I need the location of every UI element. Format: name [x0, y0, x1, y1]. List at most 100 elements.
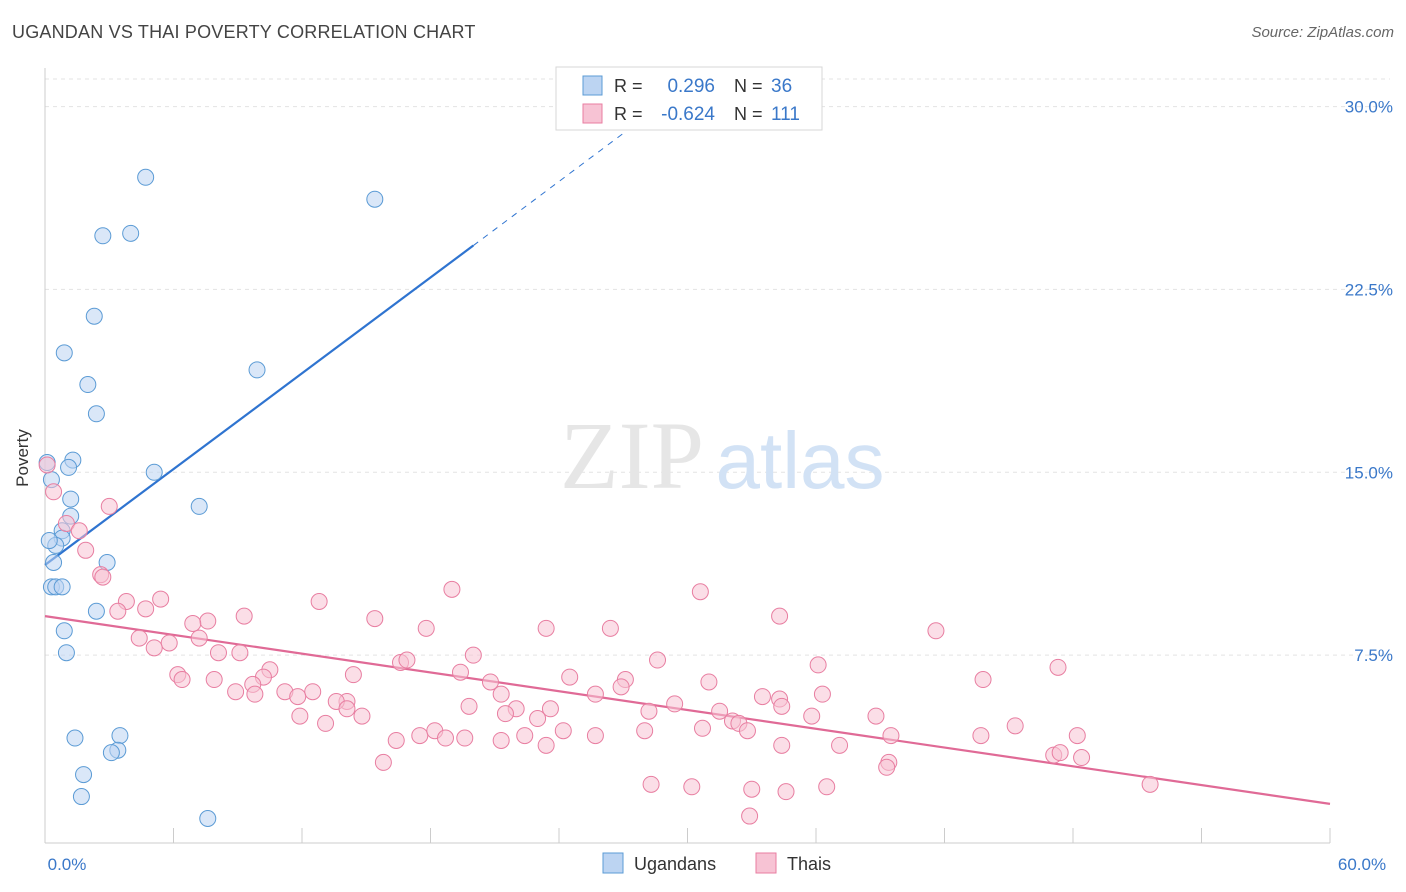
legend-bottom-label-0: Ugandans	[634, 854, 716, 874]
y-tick-label-1: 15.0%	[1345, 463, 1393, 482]
thai-point-70	[353, 707, 371, 725]
thai-point-68	[773, 697, 791, 715]
ugandan-point-29	[66, 729, 84, 747]
thai-point-109	[1141, 775, 1159, 793]
ugandan-point-34	[72, 788, 90, 806]
legend-n-value: 111	[771, 104, 800, 125]
ugandan-point-3	[122, 224, 140, 242]
ugandan-point-25	[53, 578, 71, 596]
thai-point-41	[173, 671, 191, 689]
thai-point-66	[711, 702, 729, 720]
thai-point-12	[310, 593, 328, 611]
thai-point-80	[387, 731, 405, 749]
legend-bottom-swatch-pink	[755, 852, 777, 874]
thai-point-33	[649, 651, 667, 669]
y-axis-label: Poverty	[13, 429, 32, 487]
thai-point-15	[235, 607, 253, 625]
thai-point-97	[831, 736, 849, 754]
ugandan-point-8	[87, 405, 105, 423]
legend-r-label: R =	[614, 76, 643, 96]
thai-point-53	[289, 688, 307, 706]
thai-point-71	[496, 705, 514, 723]
thai-point-7	[94, 568, 112, 586]
thai-point-4	[70, 522, 88, 540]
thai-point-106	[743, 780, 761, 798]
thai-point-57	[612, 678, 630, 696]
thai-point-44	[481, 673, 499, 691]
thai-point-89	[693, 719, 711, 737]
thai-point-34	[809, 656, 827, 674]
thai-point-96	[773, 736, 791, 754]
thai-point-103	[878, 758, 896, 776]
thai-point-23	[927, 622, 945, 640]
thai-point-73	[640, 702, 658, 720]
trend-lines	[44, 132, 1331, 805]
y-tick-label-2: 22.5%	[1345, 280, 1393, 299]
legend-r-value: 0.296	[667, 76, 715, 97]
legend-bottom: Ugandans Thais	[602, 852, 831, 874]
thai-point-105	[683, 778, 701, 796]
thai-point-93	[972, 727, 990, 745]
source-label: Source: ZipAtlas.com	[1251, 24, 1394, 41]
thai-point-99	[1051, 744, 1069, 762]
legend-r-label: R =	[614, 104, 643, 124]
thai-point-3	[57, 514, 75, 532]
thai-point-55	[492, 685, 510, 703]
thai-point-100	[1073, 749, 1091, 767]
thai-point-48	[974, 671, 992, 689]
thai-point-108	[818, 778, 836, 796]
thai-point-63	[541, 700, 559, 718]
ugandan-point-11	[60, 458, 78, 476]
thai-point-56	[586, 685, 604, 703]
thai-point-84	[516, 727, 534, 745]
thai-point-40	[451, 663, 469, 681]
legend-top: R = 0.296 N = 36 R = -0.624 N = 111	[555, 66, 823, 131]
ugandan-point-21	[45, 553, 63, 571]
ugandan-trend-extension	[473, 132, 624, 246]
ugandan-point-1	[366, 190, 384, 208]
thai-point-62	[460, 697, 478, 715]
thai-point-13	[109, 602, 127, 620]
thai-point-47	[700, 673, 718, 691]
ugandan-point-0	[137, 168, 155, 186]
ugandan-point-27	[55, 622, 73, 640]
watermark-atlas: atlas	[716, 416, 885, 505]
thai-point-87	[586, 727, 604, 745]
thai-point-35	[1049, 658, 1067, 676]
thai-point-61	[338, 700, 356, 718]
thai-point-25	[160, 634, 178, 652]
thai-point-26	[190, 629, 208, 647]
thai-point-20	[537, 619, 555, 637]
chart-title: UGANDAN VS THAI POVERTY CORRELATION CHAR…	[12, 22, 476, 42]
thai-point-49	[227, 683, 245, 701]
thai-point-72	[529, 710, 547, 728]
ugandan-point-35	[199, 809, 217, 827]
thai-point-17	[199, 612, 217, 630]
legend-n-label: N =	[734, 104, 763, 124]
legend-n-label: N =	[734, 76, 763, 96]
ugandan-point-2	[94, 227, 112, 245]
thai-point-51	[304, 683, 322, 701]
ugandan-point-20	[40, 532, 58, 550]
tick-labels: 7.5% 15.0% 22.5% 30.0% 0.0% 60.0%	[48, 98, 1393, 874]
thai-point-94	[1006, 717, 1024, 735]
thai-point-42	[205, 671, 223, 689]
thai-point-31	[398, 651, 416, 669]
thai-point-86	[554, 722, 572, 740]
ugandan-trend-line	[44, 244, 474, 566]
thai-point-101	[374, 753, 392, 771]
thai-point-58	[753, 688, 771, 706]
thai-point-81	[436, 729, 454, 747]
thai-point-28	[209, 644, 227, 662]
thai-point-75	[803, 707, 821, 725]
thai-point-32	[464, 646, 482, 664]
thai-point-107	[777, 783, 795, 801]
thai-point-39	[344, 666, 362, 684]
legend-bottom-label-1: Thais	[787, 854, 831, 874]
thai-point-95	[1068, 727, 1086, 745]
x-tick-label-1: 60.0%	[1338, 855, 1386, 874]
thai-point-14	[137, 600, 155, 618]
thai-point-91	[738, 722, 756, 740]
thai-point-110	[741, 807, 759, 825]
